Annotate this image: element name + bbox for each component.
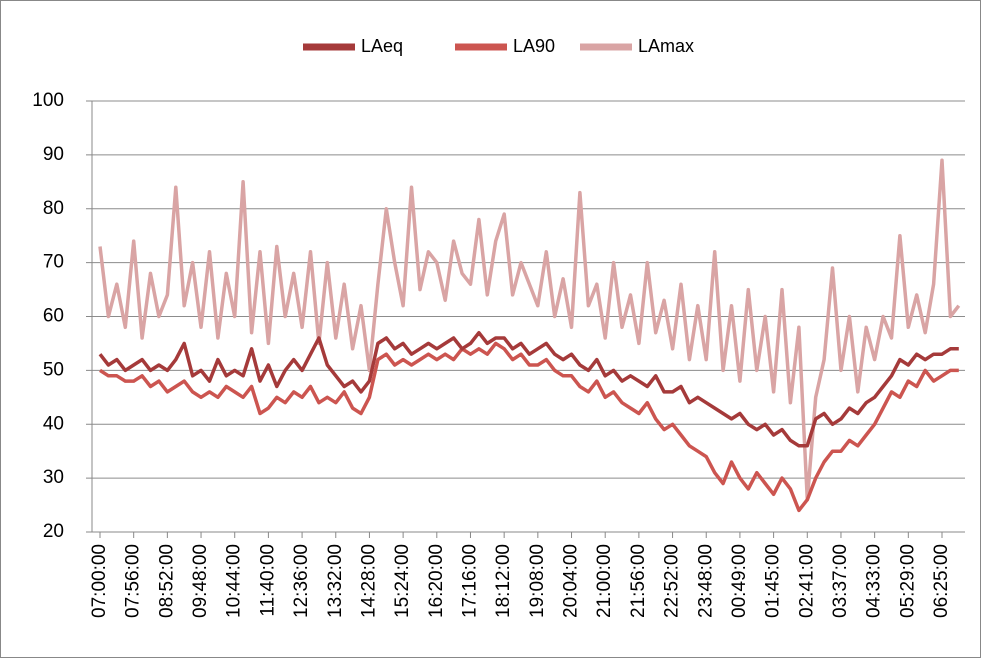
x-tick-label: 22:52:00 [662,544,683,618]
x-tick-label: 09:48:00 [190,544,211,618]
legend-label: LAmax [638,36,694,56]
x-tick-label: 23:48:00 [695,544,716,618]
x-tick-label: 19:08:00 [527,544,548,618]
legend-label: LAeq [361,36,403,56]
y-tick-label: 80 [43,198,64,219]
x-tick-label: 10:44:00 [224,544,245,618]
x-tick-label: 01:45:00 [763,544,784,618]
y-tick-label: 90 [43,144,64,165]
y-tick-label: 50 [43,359,64,380]
x-tick-label: 04:33:00 [864,544,885,618]
x-tick-label: 02:41:00 [796,544,817,618]
x-tick-label: 16:20:00 [426,544,447,618]
series-line [99,341,959,513]
x-tick-label: 03:37:00 [830,544,851,618]
legend-label: LA90 [513,36,555,56]
axes: 20 30 40 50 60 70 80 90 100 07:00:00 07:56:00 08:52… [32,90,965,618]
x-tick-label: 08:52:00 [156,544,177,618]
x-tick-label: 07:00:00 [89,544,110,618]
y-tick-label: 40 [43,413,64,434]
x-tick-label: 17:16:00 [459,544,480,618]
x-tick-label: 06:25:00 [931,544,952,618]
x-tick-label: 18:12:00 [493,544,514,618]
plot-lines [98,158,961,513]
y-tick-label: 100 [32,90,64,111]
x-tick-label: 11:40:00 [257,544,278,617]
x-tick-label: 07:56:00 [123,544,144,618]
y-tick-label: 70 [43,252,64,273]
series-line [98,158,961,502]
x-tick-label: 12:36:00 [291,544,312,618]
x-tick-label: 14:28:00 [358,544,379,618]
x-tick-label: 21:00:00 [594,544,615,618]
series-line [98,330,959,448]
y-tick-label: 30 [43,467,64,488]
y-tick-label: 60 [43,306,64,327]
x-tick-label: 13:32:00 [325,544,346,618]
x-tick-label: 05:29:00 [897,544,918,618]
legend: LAeq LA90 LAmax [303,36,694,56]
x-tick-label: 00:49:00 [729,544,750,618]
x-tick-label: 20:04:00 [561,544,582,618]
y-tick-label: 20 [43,521,64,542]
x-tick-label: 15:24:00 [392,544,413,618]
x-tick-label: 21:56:00 [628,544,649,618]
